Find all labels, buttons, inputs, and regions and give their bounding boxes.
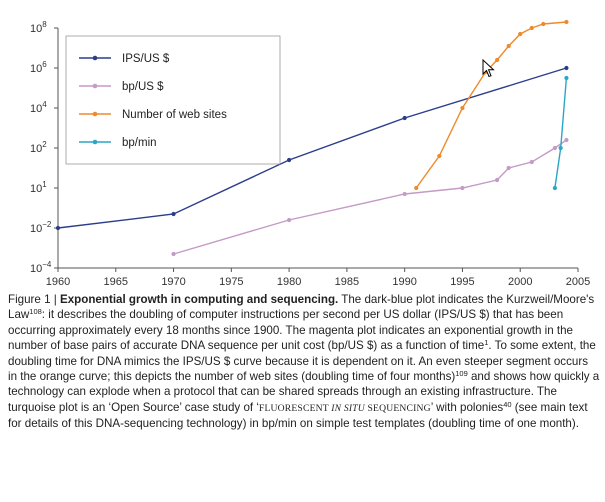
y-tick-label: 106 [30,60,47,75]
data-point [460,105,465,111]
legend-label-2: Number of web sites [122,109,227,121]
data-point [171,251,176,257]
data-point [287,157,292,163]
data-point [529,25,534,31]
y-tick-exponent: 4 [42,100,47,109]
data-point [171,211,176,217]
x-tick-label: 1960 [46,276,70,288]
y-tick-base: 10 [30,263,42,275]
data-point [564,65,569,71]
caption-heading: Exponential growth in computing and sequ… [60,293,339,306]
data-point [506,43,511,49]
x-tick-label: 1980 [277,276,301,288]
caption-text-5: ’ with polonies [430,400,504,414]
x-tick-label: 1975 [219,276,243,288]
legend-label-1: bp/US $ [122,81,164,93]
data-point [287,217,292,223]
y-tick-exponent: −2 [42,220,52,229]
legend-marker-0 [92,55,98,61]
x-tick-label: 2005 [566,276,590,288]
legend-label-3: bp/min [122,137,157,149]
citation-40: 40 [503,399,512,409]
x-tick-label: 1970 [161,276,185,288]
y-tick-base: 10 [30,183,42,195]
data-point [564,75,569,81]
y-tick-exponent: 8 [42,20,47,29]
figure-caption: Figure 1 | Exponential growth in computi… [8,292,600,432]
data-point [529,159,534,165]
data-point [460,185,465,191]
figure-label: Figure 1 | [8,293,57,306]
x-tick-label: 1985 [335,276,359,288]
y-tick-exponent: 2 [42,140,47,149]
series-line-2 [415,21,567,189]
fisseq-term-part-1: FLUORESCENT [258,402,332,414]
series-line-3 [554,77,568,189]
y-tick-base: 10 [30,63,42,75]
fisseq-term-part-3: SEQUENCING [364,402,431,414]
data-point [564,19,569,25]
data-point [402,191,407,197]
data-point [437,153,442,159]
legend-marker-2 [92,111,98,117]
caption-text-6: (see main text for details of this DNA-s… [8,400,588,431]
y-tick-label: 108 [30,20,47,35]
citation-1: 1 [484,338,489,348]
y-tick-base: 10 [30,23,42,35]
y-tick-label: 102 [30,140,47,155]
x-tick-label: 1995 [450,276,474,288]
caption-text-4: and shows how quickly a technology can e… [8,370,600,414]
y-tick-label: 101 [30,180,47,195]
data-point [518,31,523,37]
y-tick-exponent: −4 [42,260,52,269]
data-point [541,21,546,27]
legend-marker-1 [92,83,98,89]
y-tick-label: 10−2 [30,220,52,235]
y-tick-label: 10−4 [30,260,52,275]
y-tick-base: 10 [30,223,42,235]
legend-box [65,35,281,165]
fisseq-term: FLUORESCENT IN SITU SEQUENCING [259,403,431,414]
data-point [552,145,557,151]
legend-marker-3 [92,139,98,145]
data-point [495,177,500,183]
legend: IPS/US $ bp/US $ Number of web sites bp/min [65,35,281,165]
x-tick-label: 1965 [104,276,128,288]
caption-text-3: . To some extent, the doubling time for … [8,339,596,384]
y-tick-base: 10 [30,103,42,115]
y-tick-exponent: 6 [42,60,47,69]
data-point [495,57,500,63]
fisseq-term-part-2: IN SITU [331,402,365,414]
y-tick-base: 10 [30,143,42,155]
x-tick-label: 1990 [392,276,416,288]
x-axis-ticks: 1960 1965 1970 1975 1980 1985 1990 1995 2000 2005 [46,268,590,288]
citation-109: 109 [455,369,468,379]
legend-label-0: IPS/US $ [122,53,170,65]
data-point [506,165,511,171]
y-tick-label: 104 [30,100,47,115]
series-lines [55,19,569,257]
data-point [414,185,419,191]
caption-text-2: : it describes the doubling of computer … [8,308,573,353]
caption-text-1: The dark-blue plot indicates the Kurzwei… [8,293,595,322]
x-tick-label: 2000 [508,276,532,288]
data-point [55,225,61,231]
y-tick-exponent: 1 [42,180,47,189]
data-point [552,185,557,191]
citation-108: 108 [29,307,42,317]
data-point [564,137,569,143]
data-point [402,115,407,121]
mouse-cursor-icon [482,59,495,78]
data-point [558,145,563,151]
